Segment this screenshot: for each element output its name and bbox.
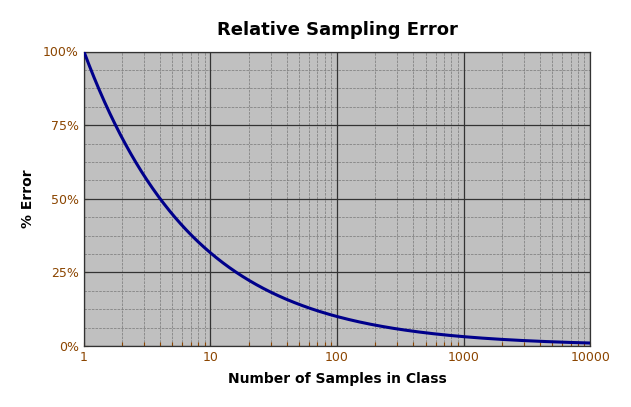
Y-axis label: % Error: % Error	[21, 169, 35, 228]
X-axis label: Number of Samples in Class: Number of Samples in Class	[228, 372, 447, 386]
Title: Relative Sampling Error: Relative Sampling Error	[216, 21, 457, 39]
